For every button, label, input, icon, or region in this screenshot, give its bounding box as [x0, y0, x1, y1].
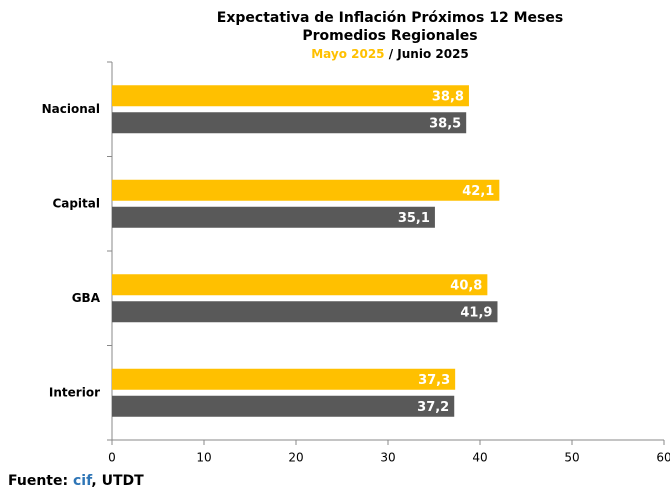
x-tick-label: 40: [472, 451, 487, 465]
chart-title: Expectativa de Inflación Próximos 12 Mes…: [217, 10, 563, 26]
value-label: 37,2: [417, 400, 449, 415]
value-label: 40,8: [450, 278, 482, 293]
y-tick-label: Capital: [52, 196, 100, 210]
value-label: 41,9: [460, 305, 492, 320]
bar: [112, 112, 467, 134]
bar: [112, 395, 455, 417]
bar: [112, 368, 456, 390]
bar: [112, 301, 498, 323]
legend-entry: Junio 2025: [396, 47, 468, 61]
x-tick-label: 20: [288, 451, 303, 465]
value-label: 38,8: [432, 89, 464, 104]
x-tick-label: 10: [196, 451, 211, 465]
bar: [112, 85, 469, 107]
bar: [112, 179, 500, 201]
value-label: 42,1: [462, 184, 494, 199]
legend-separator: /: [389, 47, 394, 61]
bar: [112, 274, 488, 296]
value-label: 35,1: [398, 211, 430, 226]
x-tick-label: 50: [564, 451, 579, 465]
source-rest: , UTDT: [91, 473, 144, 489]
y-tick-label: Nacional: [42, 102, 100, 116]
source-link: cif: [73, 473, 93, 489]
bar: [112, 206, 435, 228]
y-tick-label: Interior: [49, 385, 100, 399]
legend-entry: Mayo 2025: [311, 47, 384, 61]
chart-subtitle: Promedios Regionales: [302, 28, 477, 44]
value-label: 38,5: [429, 116, 461, 131]
value-label: 37,3: [418, 373, 450, 388]
x-tick-label: 60: [656, 451, 670, 465]
source: Fuente: cif, UTDT: [8, 473, 144, 489]
legend: Mayo 2025 / Junio 2025: [311, 47, 469, 61]
x-tick-label: 0: [108, 451, 116, 465]
y-tick-label: GBA: [72, 291, 101, 305]
source-label: Fuente:: [8, 473, 73, 489]
x-tick-label: 30: [380, 451, 395, 465]
